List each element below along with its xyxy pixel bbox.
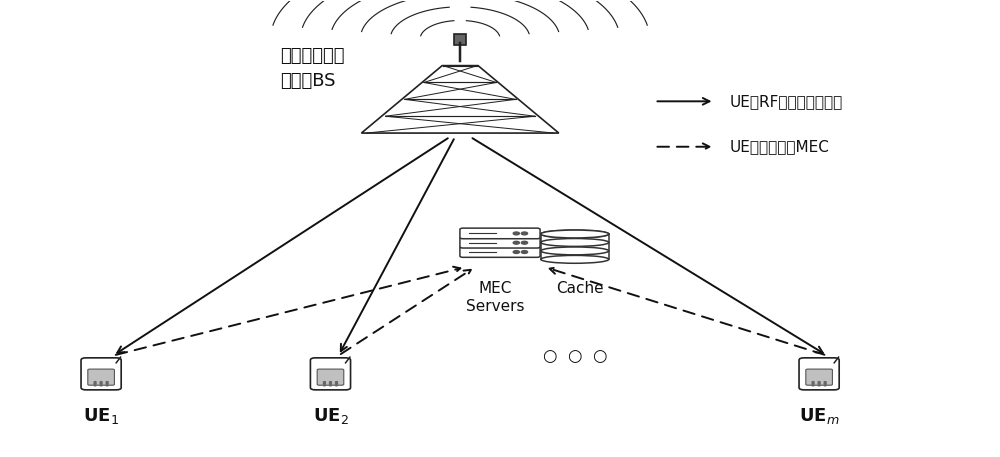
FancyArrowPatch shape — [116, 267, 460, 355]
Circle shape — [336, 385, 337, 386]
Circle shape — [323, 385, 325, 386]
FancyBboxPatch shape — [310, 358, 351, 390]
Circle shape — [323, 382, 325, 383]
Circle shape — [812, 385, 814, 386]
Ellipse shape — [541, 247, 609, 255]
Text: MEC
Servers: MEC Servers — [466, 281, 524, 314]
Circle shape — [323, 383, 325, 384]
Text: UE$_1$: UE$_1$ — [83, 406, 119, 426]
Circle shape — [521, 232, 528, 235]
Text: 能够发射射频
能量的BS: 能够发射射频 能量的BS — [281, 47, 345, 90]
Bar — [541, 234, 609, 259]
Circle shape — [513, 232, 519, 235]
Text: Cache: Cache — [556, 281, 604, 296]
Circle shape — [94, 383, 96, 384]
Bar — [454, 34, 466, 45]
Circle shape — [812, 383, 814, 384]
Ellipse shape — [541, 230, 609, 238]
Circle shape — [106, 385, 108, 386]
Circle shape — [818, 382, 820, 383]
Circle shape — [329, 382, 331, 383]
FancyArrowPatch shape — [657, 143, 709, 150]
Circle shape — [100, 382, 102, 383]
Circle shape — [100, 383, 102, 384]
Ellipse shape — [541, 239, 609, 246]
Ellipse shape — [541, 255, 609, 263]
FancyBboxPatch shape — [460, 247, 540, 257]
FancyArrowPatch shape — [341, 139, 454, 351]
FancyBboxPatch shape — [81, 358, 121, 390]
Circle shape — [818, 385, 820, 386]
Text: UE$_2$: UE$_2$ — [313, 406, 348, 426]
Circle shape — [812, 382, 814, 383]
Circle shape — [106, 382, 108, 383]
Circle shape — [513, 250, 519, 254]
FancyArrowPatch shape — [550, 267, 824, 355]
FancyBboxPatch shape — [799, 358, 839, 390]
FancyBboxPatch shape — [88, 369, 114, 385]
FancyArrowPatch shape — [341, 270, 471, 354]
Circle shape — [94, 382, 96, 383]
Circle shape — [336, 382, 337, 383]
Circle shape — [513, 241, 519, 244]
FancyBboxPatch shape — [460, 228, 540, 239]
Circle shape — [100, 385, 102, 386]
Circle shape — [94, 385, 96, 386]
Circle shape — [106, 383, 108, 384]
FancyBboxPatch shape — [806, 369, 832, 385]
Circle shape — [824, 383, 826, 384]
Circle shape — [521, 250, 528, 254]
FancyBboxPatch shape — [460, 238, 540, 248]
FancyBboxPatch shape — [317, 369, 344, 385]
Circle shape — [824, 382, 826, 383]
Circle shape — [521, 241, 528, 244]
Text: ○  ○  ○: ○ ○ ○ — [543, 347, 607, 365]
Text: UE$_m$: UE$_m$ — [799, 406, 839, 426]
Circle shape — [329, 385, 331, 386]
Ellipse shape — [541, 230, 609, 238]
FancyArrowPatch shape — [472, 138, 823, 353]
Circle shape — [824, 385, 826, 386]
Circle shape — [818, 383, 820, 384]
FancyArrowPatch shape — [117, 138, 448, 353]
Text: UE从RF发射器捕获能量: UE从RF发射器捕获能量 — [729, 94, 843, 109]
FancyArrowPatch shape — [657, 98, 709, 105]
Circle shape — [329, 383, 331, 384]
Circle shape — [336, 383, 337, 384]
Text: UE传输任务到MEC: UE传输任务到MEC — [729, 139, 829, 154]
